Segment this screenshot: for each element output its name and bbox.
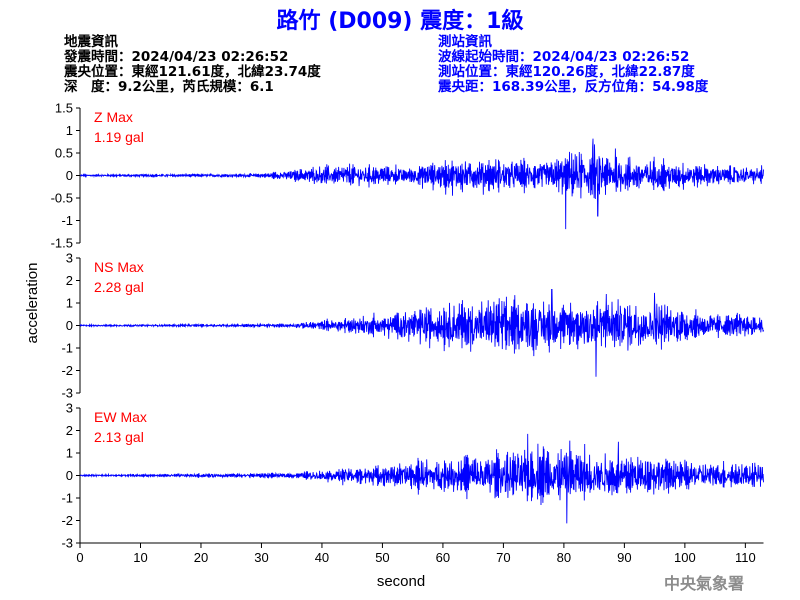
max-title: NS Max [94,259,144,275]
agency-credit: 中央氣象署 [663,574,744,593]
y-tick-label: 0 [66,468,73,483]
y-tick-label: 0 [66,168,73,183]
depth-magnitude: 深 度：9.2公里，芮氏規模：6.1 [64,79,274,95]
wave-start-time: 波線起始時間：2024/04/23 02:26:52 [438,49,690,65]
max-value: 2.28 gal [94,279,144,295]
x-tick-label: 100 [674,550,696,565]
x-tick-label: 30 [254,550,268,565]
y-tick-label: 1.5 [55,101,73,116]
y-tick-label: -2 [61,363,73,378]
epicentral-distance: 震央距：168.39公里，反方位角：54.98度 [438,79,709,95]
y-axis-label: acceleration [24,263,41,344]
quake-info-heading: 地震資訊 [64,34,118,50]
waveform-trace-ew [79,433,764,524]
y-tick-label: -3 [61,386,73,401]
max-value: 1.19 gal [94,129,144,145]
quake-info: 地震資訊 發震時間：2024/04/23 02:26:52 震央位置：東經121… [64,35,321,95]
max-title: Z Max [94,109,133,125]
y-tick-label: 3 [66,251,73,266]
y-tick-label: 0.5 [55,146,73,161]
x-axis: 0 10 20 30 40 50 60 70 80 90 100 110 [76,542,764,565]
y-tick-label: -1 [61,341,73,356]
panel-ew: 3 2 1 0 -1 -2 -3 EW Max 2.13 gal [61,401,764,551]
x-tick-label: 50 [375,550,389,565]
x-tick-label: 90 [617,550,631,565]
y-tick-label: -1.5 [51,236,73,251]
y-tick-label: 2 [66,423,73,438]
y-tick-label: -3 [61,536,73,551]
y-tick-label: -2 [61,513,73,528]
x-axis-label: second [377,573,425,590]
waveform-trace-z [79,138,764,230]
y-tick-label: 3 [66,401,73,416]
y-tick-label: -1 [61,213,73,228]
x-tick-label: 110 [735,550,756,565]
y-tick-label: -1 [61,491,73,506]
y-tick-label: -0.5 [51,191,73,206]
y-tick-label: 1 [66,296,73,311]
station-info-heading: 測站資訊 [438,34,492,50]
chart-title: 路竹 (D009) 震度：1級 [276,9,524,34]
x-tick-label: 40 [315,550,329,565]
station-info: 測站資訊 波線起始時間：2024/04/23 02:26:52 測站位置：東經1… [438,35,708,95]
y-tick-label: 1 [66,446,73,461]
y-tick-label: 0 [66,318,73,333]
x-tick-label: 60 [436,550,450,565]
waveform-trace-ns [79,289,764,377]
epicenter-location: 震央位置：東經121.61度，北緯23.74度 [64,64,321,80]
x-tick-label: 20 [194,550,208,565]
x-tick-label: 80 [557,550,571,565]
max-value: 2.13 gal [94,429,144,445]
origin-time: 發震時間：2024/04/23 02:26:52 [64,49,289,65]
max-title: EW Max [94,409,147,425]
x-tick-label: 70 [496,550,510,565]
station-location: 測站位置：東經120.26度，北緯22.87度 [438,64,695,80]
x-tick-label: 10 [133,550,147,565]
y-tick-label: 1 [66,123,73,138]
x-tick-label: 0 [76,550,83,565]
panel-z: 1.5 1 0.5 0 -0.5 -1 -1.5 Z Max 1.19 gal [51,101,764,251]
y-tick-label: 2 [66,273,73,288]
panel-ns: 3 2 1 0 -1 -2 -3 NS Max 2.28 gal [61,251,764,401]
